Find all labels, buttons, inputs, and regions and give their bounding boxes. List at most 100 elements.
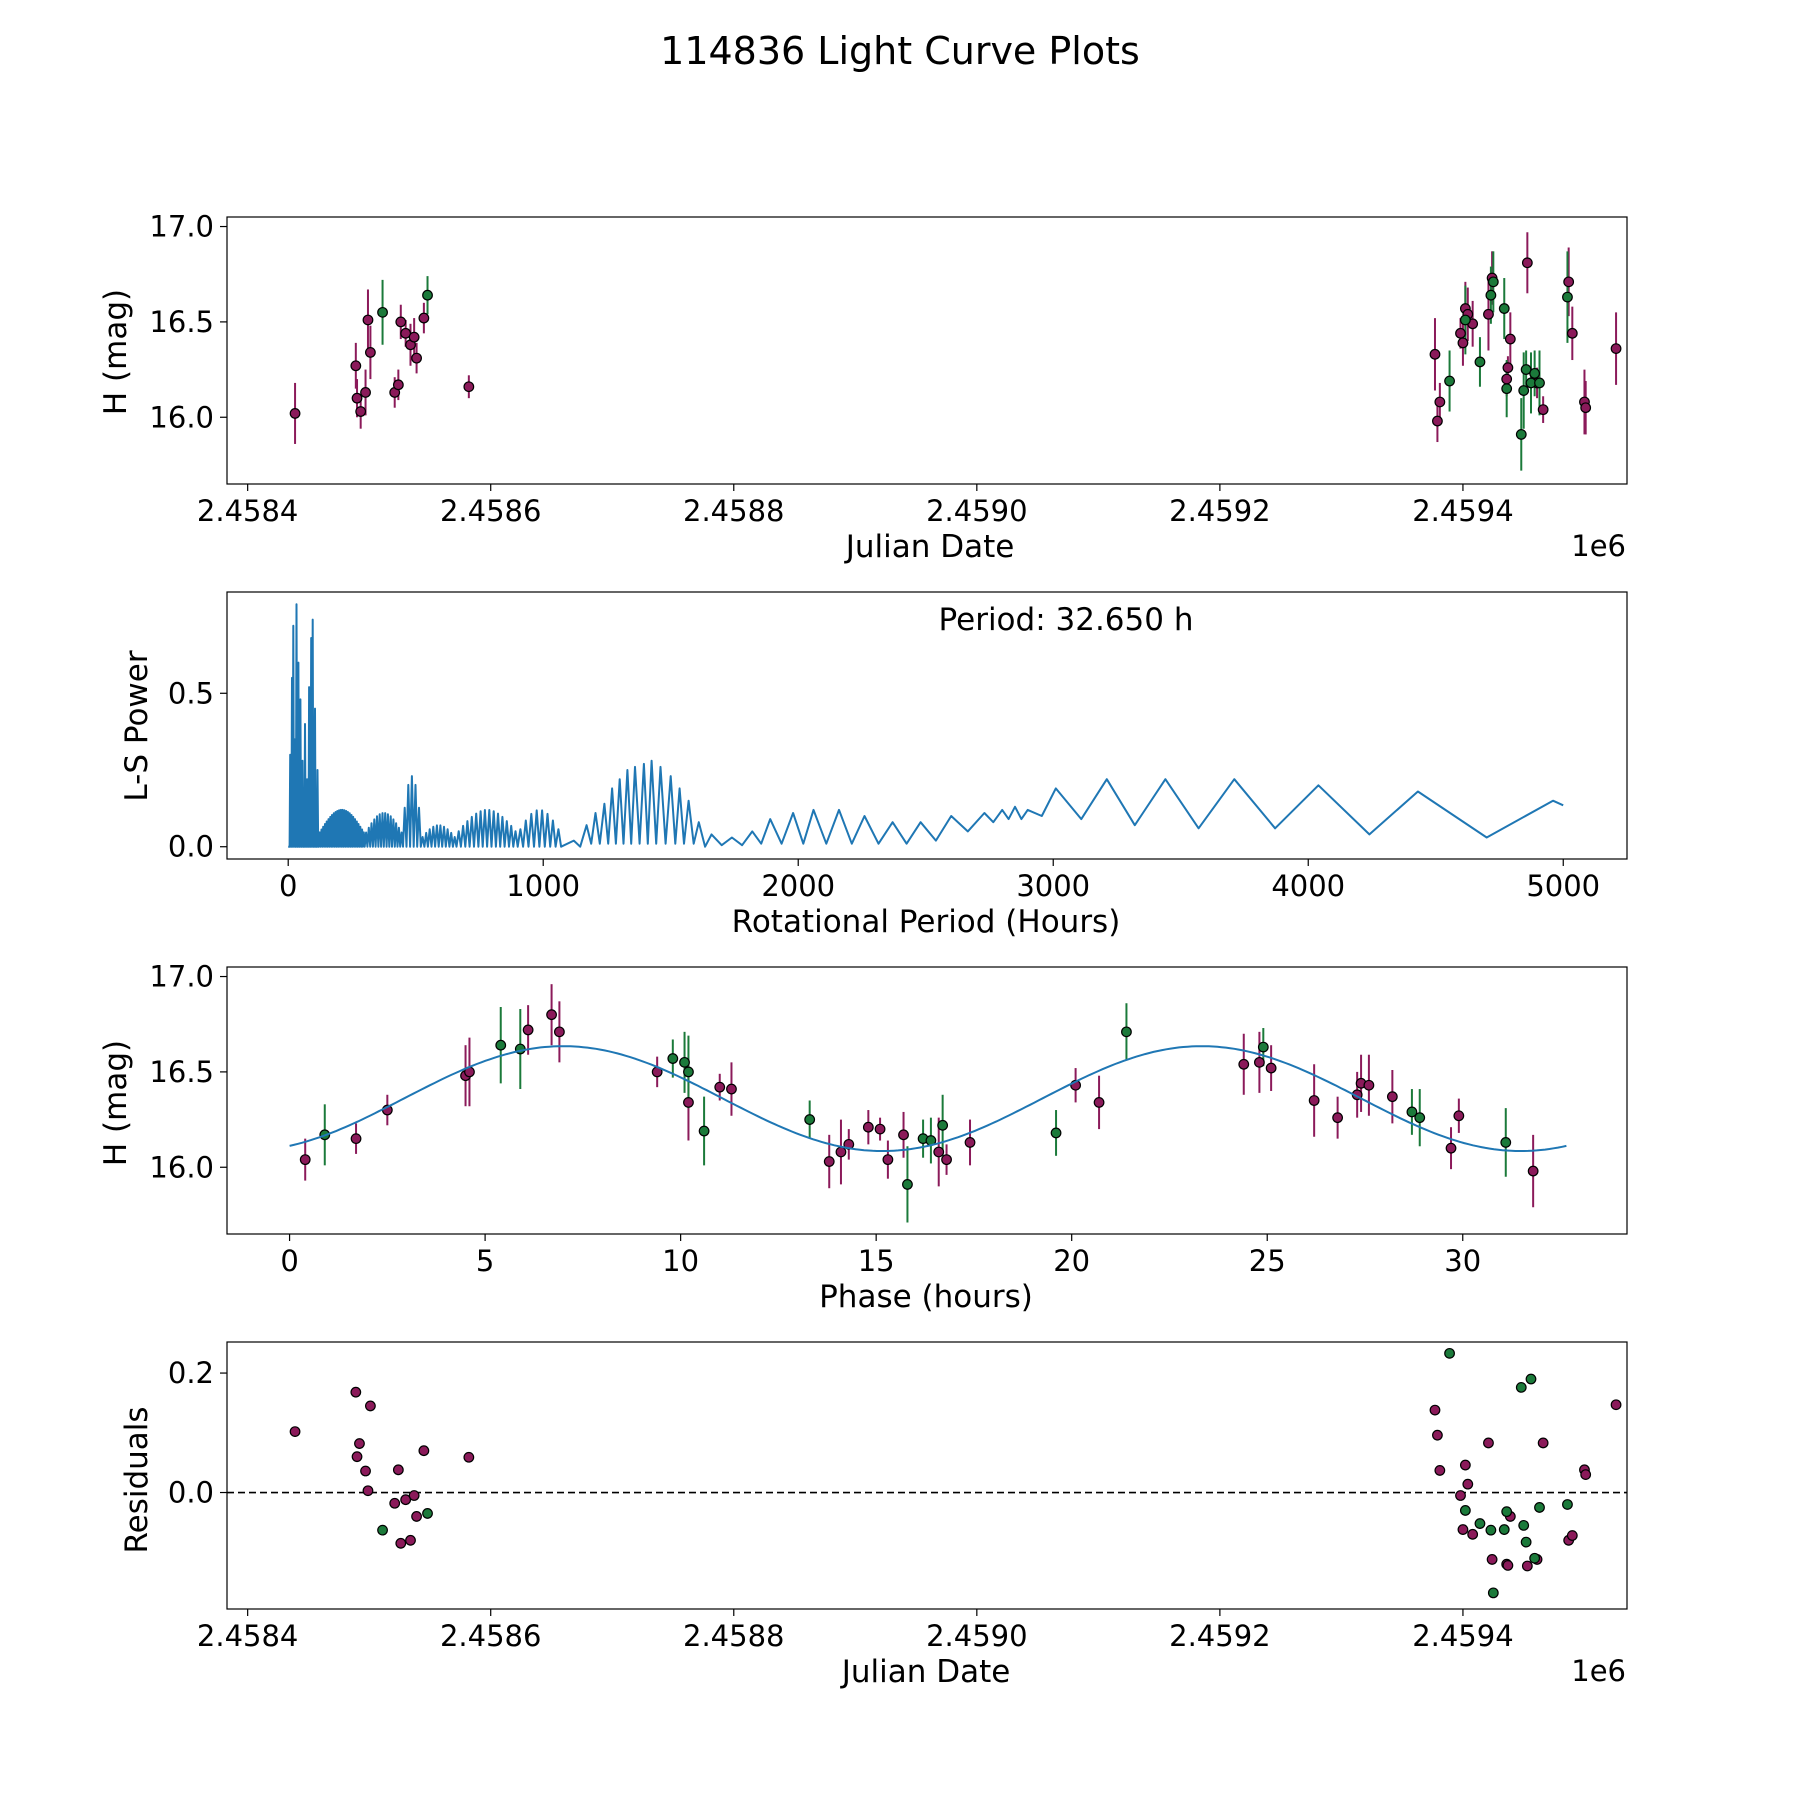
periodogram-xlabel: Rotational Period (Hours) — [732, 904, 1121, 940]
phase-curve-point — [1527, 1165, 1539, 1177]
residuals-point — [1455, 1490, 1466, 1501]
residuals-point — [1487, 1587, 1499, 1599]
phase-curve-point — [933, 1146, 945, 1158]
residuals-point — [1429, 1404, 1441, 1416]
residuals-point — [1459, 1459, 1471, 1471]
phase-curve-ytick-label: 16.0 — [149, 1150, 214, 1184]
phase-curve-point — [679, 1056, 690, 1068]
phase-curve-axes-frame — [226, 966, 1628, 1235]
residuals-point — [289, 1426, 301, 1437]
residuals-point — [1562, 1499, 1573, 1510]
residuals-point — [350, 1386, 362, 1398]
light-curve-point — [1444, 375, 1455, 387]
periodogram-xtick-label: 2000 — [761, 869, 835, 903]
phase-curve-point — [862, 1121, 874, 1133]
light-curve-point — [1498, 303, 1510, 314]
light-curve-point — [1485, 289, 1497, 301]
light-curve-point — [1487, 276, 1499, 288]
light-curve-point — [1562, 291, 1573, 303]
phase-curve-point — [823, 1156, 835, 1167]
light-curve-xtick-label: 2.4592 — [1169, 494, 1270, 528]
residuals-xlabel: Julian Date — [840, 1654, 1011, 1690]
phase-curve-point — [546, 1009, 557, 1021]
phase-curve-point — [522, 1024, 534, 1036]
periodogram-ytick-label: 0.5 — [168, 676, 214, 710]
light-curve-point — [289, 408, 301, 419]
phase-curve-point — [554, 1026, 565, 1038]
light-curve-point — [1474, 356, 1486, 368]
light-curve-panel: Julian Date H (mag) 1e6 2.4584 2.4586 2.45… — [98, 210, 1628, 565]
phase-curve-ytick-label: 16.5 — [149, 1055, 214, 1089]
residuals-point — [365, 1400, 376, 1412]
light-curve-point — [1529, 367, 1541, 379]
phase-curve-point — [1121, 1026, 1132, 1038]
phase-curve-point — [835, 1146, 847, 1158]
phase-curve-xtick-label: 25 — [1249, 1244, 1286, 1278]
phase-curve-xtick-label: 5 — [476, 1244, 494, 1278]
periodogram-panel: Rotational Period (Hours) L-S Power Peri… — [119, 591, 1628, 940]
light-curve-point — [355, 406, 367, 417]
residuals-point — [411, 1511, 422, 1522]
residuals-point — [1537, 1437, 1549, 1449]
phase-curve-point — [1257, 1041, 1269, 1053]
phase-curve-point — [1093, 1097, 1105, 1108]
residuals-ytick-label: 0.0 — [168, 1476, 214, 1510]
residuals-xtick-label: 2.4584 — [197, 1619, 298, 1653]
phase-curve-point — [495, 1039, 507, 1051]
residuals-axes-frame — [226, 1341, 1628, 1610]
residuals-point — [1467, 1528, 1479, 1540]
residuals-point — [418, 1445, 430, 1457]
residuals-point — [1521, 1560, 1533, 1572]
figure-title: 114836 Light Curve Plots — [660, 29, 1140, 73]
light-curve-point — [395, 316, 407, 328]
residuals-point — [1444, 1347, 1455, 1359]
light-curve-point — [351, 392, 363, 404]
residuals-point — [392, 1464, 404, 1476]
residuals-point — [1610, 1399, 1622, 1411]
light-curve-xtick-label: 2.4586 — [440, 494, 541, 528]
residuals-point — [1457, 1524, 1469, 1535]
residuals-point — [1432, 1429, 1443, 1441]
light-curve-point — [1432, 415, 1443, 427]
residuals-point — [400, 1494, 412, 1506]
periodogram-ytick-label: 0.0 — [168, 830, 214, 864]
light-curve-point — [1563, 276, 1575, 288]
phase-curve-point — [714, 1081, 726, 1093]
phase-curve-point — [1265, 1062, 1277, 1074]
residuals-point — [377, 1524, 388, 1536]
residuals-point — [1580, 1469, 1592, 1481]
phase-curve-point — [1414, 1112, 1426, 1124]
phase-curve-point — [726, 1083, 737, 1095]
residuals-offset-text: 1e6 — [1571, 1654, 1626, 1688]
residuals-xtick-label: 2.4594 — [1412, 1619, 1513, 1653]
residuals-point — [1474, 1518, 1486, 1529]
light-curve-ytick-label: 16.5 — [149, 305, 214, 339]
residuals-point — [1498, 1524, 1510, 1535]
residuals-panel: Julian Date Residuals 1e6 2.4584 2.4586 2.… — [119, 1341, 1628, 1690]
residuals-xtick-label: 2.4588 — [683, 1619, 784, 1653]
residuals-point — [1486, 1554, 1498, 1565]
residuals-point — [389, 1497, 401, 1509]
light-curve-point — [362, 314, 374, 326]
residuals-point — [1520, 1536, 1532, 1548]
light-curve-xtick-label: 2.4594 — [1412, 494, 1513, 528]
residuals-point — [1501, 1506, 1513, 1518]
phase-curve-point — [683, 1097, 694, 1108]
light-curve-point — [1501, 383, 1513, 395]
phase-model-curve — [289, 1045, 1567, 1152]
light-curve-point — [422, 289, 433, 301]
phase-curve-point — [964, 1137, 976, 1148]
residuals-point — [405, 1534, 416, 1546]
phase-curve-xlabel: Phase (hours) — [819, 1279, 1033, 1315]
phase-curve-point — [1363, 1079, 1375, 1091]
light-curve-axes-frame — [226, 216, 1628, 485]
periodogram-xtick-label: 3000 — [1016, 869, 1090, 903]
light-curve-xtick-label: 2.4590 — [926, 494, 1027, 528]
light-curve-xlabel: Julian Date — [844, 529, 1015, 565]
light-curve-offset-text: 1e6 — [1571, 529, 1626, 563]
phase-curve-point — [804, 1114, 816, 1125]
light-curve-xtick-label: 2.4584 — [197, 494, 298, 528]
light-curve-point — [1434, 396, 1446, 408]
light-curve-point — [377, 306, 388, 318]
